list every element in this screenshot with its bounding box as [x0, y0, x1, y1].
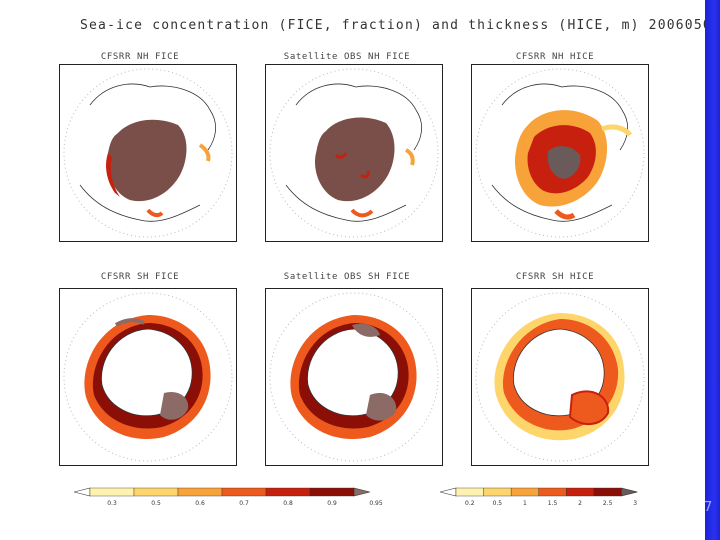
- colorbar-tick-label: 2: [578, 500, 582, 507]
- colorbar-segment: [265, 487, 311, 497]
- thickness-core: [547, 146, 581, 179]
- colorbar-tick-label: 0.3: [107, 500, 117, 507]
- coastline: [295, 83, 423, 151]
- colorbar-tick-label: 0.6: [195, 500, 205, 507]
- colorbar-tick-label: 0.5: [151, 500, 161, 507]
- map-satellite-nh-fice: [269, 68, 439, 238]
- panel-label-satellite-nh-fice: Satellite OBS NH FICE: [283, 52, 411, 62]
- polar-circle: [269, 292, 439, 462]
- slide-edge: [705, 0, 720, 540]
- colorbar-arrow-high: [353, 487, 371, 497]
- colorbar-tick-label: 0.8: [283, 500, 293, 507]
- map-panel-satellite-sh-fice: [265, 288, 443, 466]
- polar-circle: [475, 292, 645, 462]
- colorbar-segment: [483, 487, 512, 497]
- figure-title: Sea-ice concentration (FICE, fraction) a…: [80, 18, 720, 33]
- colorbar-tick-label: 0.7: [239, 500, 249, 507]
- colorbar-tick-label: 0.5: [493, 500, 503, 507]
- map-cfsrr-sh-hice: [475, 292, 645, 462]
- polar-circle: [475, 68, 645, 238]
- colorbar-concentration: 0.3 0.5 0.6 0.7 0.8 0.9 0.95: [74, 487, 383, 507]
- colorbar-tick-label: 1.5: [548, 500, 558, 507]
- colorbar-segment: [89, 487, 135, 497]
- colorbar-tick-label: 2.5: [603, 500, 613, 507]
- coastline: [285, 184, 407, 222]
- colorbar-tick-label: 1: [523, 500, 527, 507]
- thickness-edge: [601, 124, 632, 137]
- colorbar-arrow-low: [74, 487, 91, 497]
- colorbar-arrow-low: [440, 487, 457, 497]
- sea-ice-edge: [146, 208, 164, 218]
- colorbar-tick-label: 3: [633, 500, 637, 507]
- panel-label-cfsrr-sh-hice: CFSRR SH HICE: [515, 272, 595, 282]
- colorbar-arrow-high: [621, 487, 638, 497]
- colorbar-segment: [510, 487, 539, 497]
- map-panel-satellite-nh-fice: [265, 64, 443, 242]
- polar-circle: [63, 68, 233, 238]
- coastline: [89, 83, 217, 151]
- panel-label-cfsrr-sh-fice: CFSRR SH FICE: [100, 272, 180, 282]
- colorbar-segment: [538, 487, 567, 497]
- colorbar-segment: [177, 487, 223, 497]
- map-panel-cfsrr-nh-fice: [59, 64, 237, 242]
- coastline: [491, 184, 613, 222]
- colorbar-segment: [455, 487, 484, 497]
- panel-label-satellite-sh-fice: Satellite OBS SH FICE: [283, 272, 411, 282]
- sea-ice-core: [314, 117, 395, 202]
- sea-ice-patch: [160, 391, 189, 420]
- sea-ice-patch: [114, 318, 145, 327]
- map-cfsrr-nh-hice: [475, 68, 645, 238]
- colorbar-tick-label: 0.9: [327, 500, 337, 507]
- map-satellite-sh-fice: [269, 292, 439, 462]
- colorbar-segment: [221, 487, 267, 497]
- colorbar-segment: [593, 487, 622, 497]
- colorbar-tick-label: 0.95: [369, 500, 383, 507]
- sea-ice-edge: [404, 148, 415, 166]
- map-cfsrr-nh-fice: [63, 68, 233, 238]
- sea-ice-core: [107, 119, 187, 202]
- page-number: 7: [704, 500, 713, 515]
- colorbar-segment: [133, 487, 179, 497]
- polar-circle: [63, 292, 233, 462]
- map-panel-cfsrr-nh-hice: [471, 64, 649, 242]
- panel-label-cfsrr-nh-fice: CFSRR NH FICE: [100, 52, 180, 62]
- sea-ice-edge: [198, 143, 211, 162]
- polar-circle: [269, 68, 439, 238]
- thickness-edge: [554, 209, 576, 220]
- colorbar-tick-label: 0.2: [465, 500, 475, 507]
- sea-ice-patch: [334, 152, 370, 179]
- coastline: [79, 184, 201, 222]
- colorbar-segment: [309, 487, 355, 497]
- thickness-patch: [568, 390, 610, 425]
- sea-ice-patch: [366, 392, 397, 421]
- sea-ice-patch: [352, 323, 380, 337]
- sea-ice-edge: [350, 208, 374, 218]
- colorbar-segment: [566, 487, 595, 497]
- map-panel-cfsrr-sh-fice: [59, 288, 237, 466]
- sea-ice-edge: [106, 153, 120, 197]
- colorbar-thickness: 0.2 0.5 1 1.5 2 2.5 3: [440, 487, 638, 507]
- map-panel-cfsrr-sh-hice: [471, 288, 649, 466]
- map-cfsrr-sh-fice: [63, 292, 233, 462]
- panel-label-cfsrr-nh-hice: CFSRR NH HICE: [515, 52, 595, 62]
